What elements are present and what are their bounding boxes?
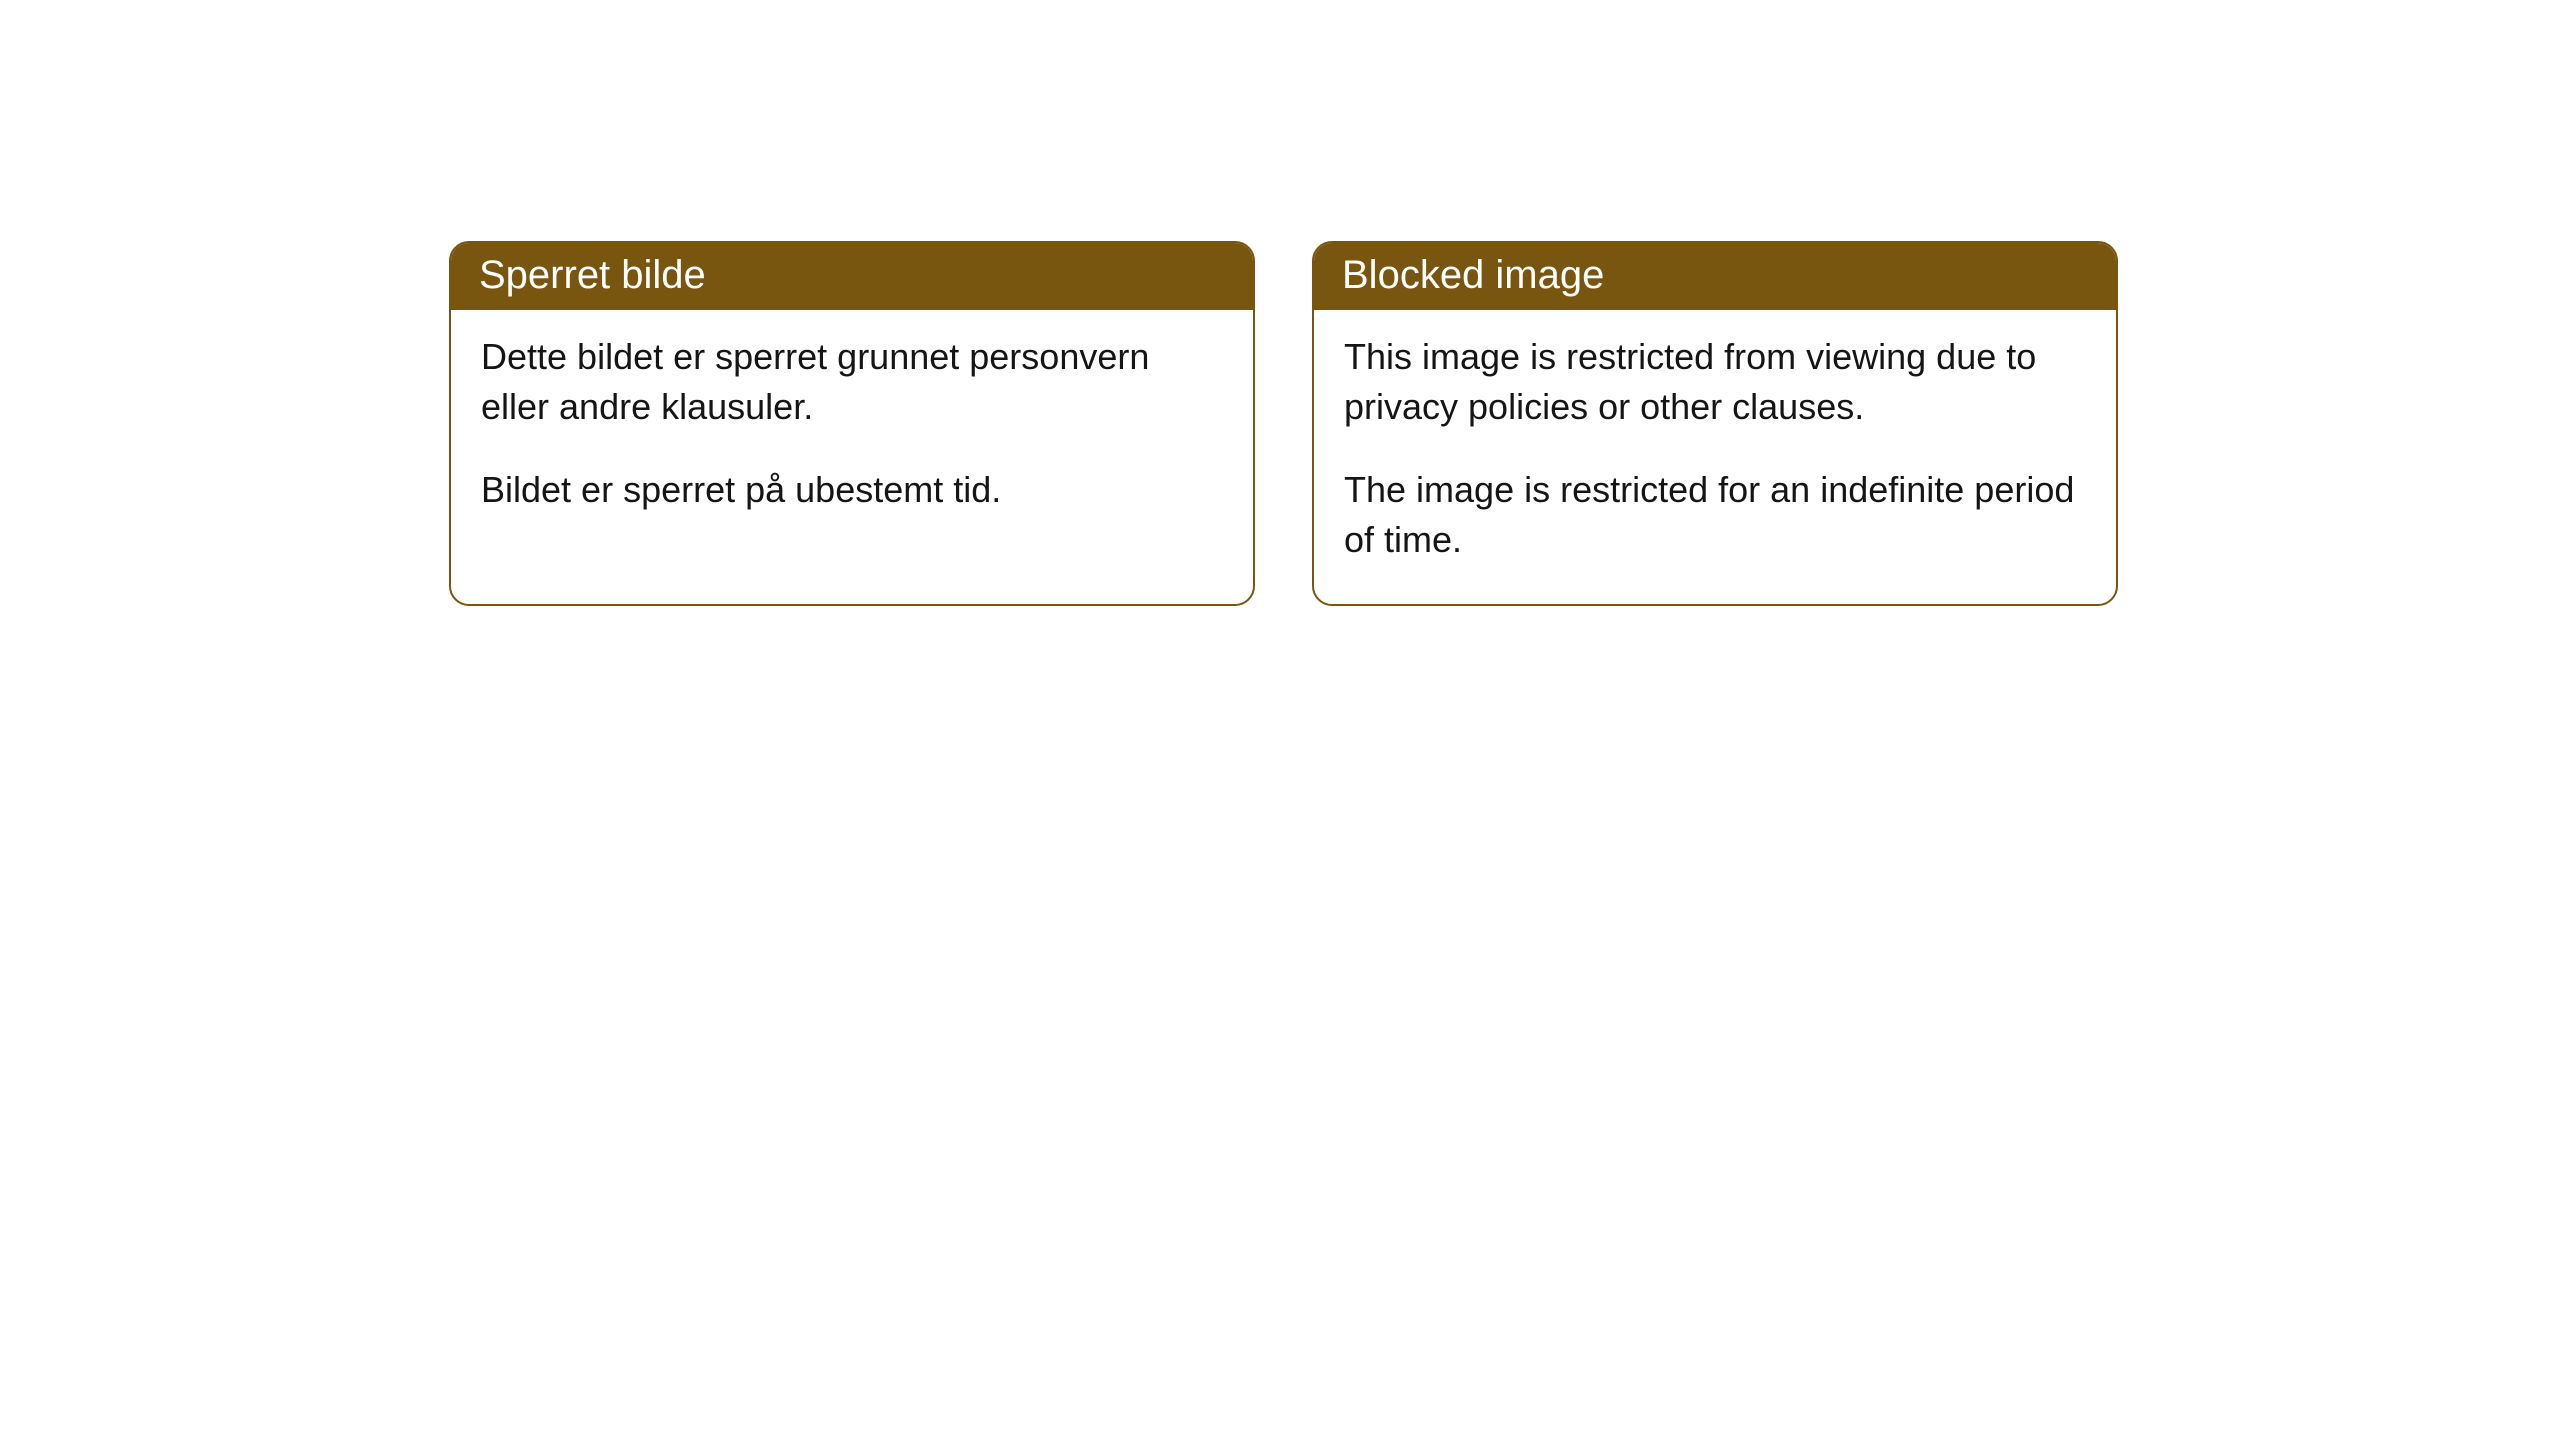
notice-card-english: Blocked image This image is restricted f… bbox=[1312, 241, 2118, 606]
notice-title: Sperret bilde bbox=[479, 253, 706, 297]
notice-paragraph: Dette bildet er sperret grunnet personve… bbox=[481, 332, 1223, 433]
notice-title: Blocked image bbox=[1342, 253, 1604, 297]
notice-paragraph: Bildet er sperret på ubestemt tid. bbox=[481, 465, 1223, 515]
notice-header: Blocked image bbox=[1314, 243, 2116, 310]
notice-paragraph: The image is restricted for an indefinit… bbox=[1344, 465, 2086, 566]
notice-body: Dette bildet er sperret grunnet personve… bbox=[451, 310, 1253, 553]
notice-header: Sperret bilde bbox=[451, 243, 1253, 310]
notice-card-norwegian: Sperret bilde Dette bildet er sperret gr… bbox=[449, 241, 1255, 606]
notice-paragraph: This image is restricted from viewing du… bbox=[1344, 332, 2086, 433]
notice-container: Sperret bilde Dette bildet er sperret gr… bbox=[0, 0, 2560, 606]
notice-body: This image is restricted from viewing du… bbox=[1314, 310, 2116, 604]
